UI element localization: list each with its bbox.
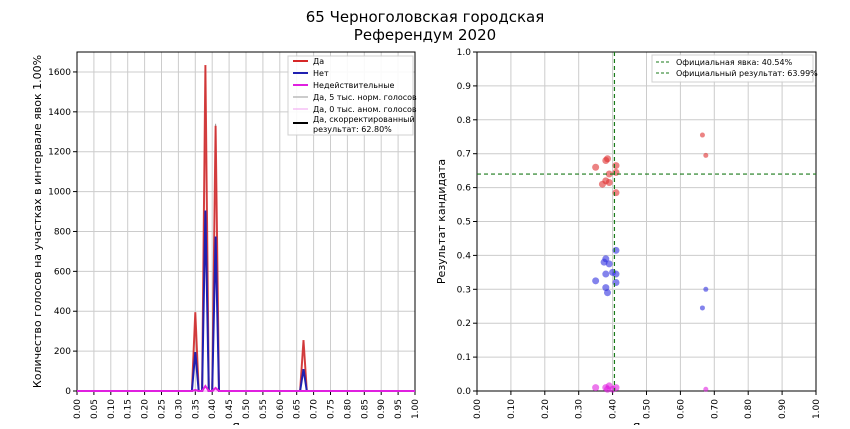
y-tick-label: 0 — [65, 387, 71, 397]
x-tick-label: 0.60 — [676, 399, 686, 419]
x-tick-label: 0.15 — [124, 399, 134, 419]
scatter-point — [602, 270, 610, 278]
x-tick-label: 0.55 — [259, 399, 269, 419]
scatter-point — [612, 279, 620, 287]
y-tick-label: 0.9 — [457, 82, 472, 92]
scatter-point — [703, 386, 709, 392]
scatter-point — [612, 246, 620, 254]
x-tick-label: 0.70 — [310, 399, 320, 419]
y-tick-label: 1.0 — [457, 48, 472, 58]
x-tick-label: 0.50 — [643, 399, 653, 419]
legend-label-line: результат: 62.80% — [313, 125, 392, 134]
y-tick-label: 0.5 — [457, 218, 471, 228]
x-tick-label: 0.10 — [107, 399, 117, 419]
scatter-point — [699, 305, 705, 311]
histogram-panel: 0.00 0.05 0.10 0.15 0.20 0.25 0.30 0.35 0.40 0.45… — [31, 51, 421, 429]
y-tick-label: 400 — [54, 307, 71, 317]
scatter-point — [612, 168, 620, 176]
y-tick-label: 1400 — [48, 108, 71, 118]
x-tick-label: 0.80 — [343, 399, 353, 419]
x-tick-label: 0.45 — [225, 399, 235, 419]
scatter-point — [703, 286, 709, 292]
scatter-point — [605, 170, 613, 178]
x-tick-label: 1.00 — [411, 399, 421, 419]
plot-frame — [476, 51, 817, 392]
y-tick-label: 0.2 — [457, 319, 471, 329]
legend-box — [651, 54, 814, 83]
x-tick-label: 0.70 — [710, 399, 720, 419]
y-tick-label: 0.0 — [457, 387, 472, 397]
y-tick-label: 800 — [54, 227, 71, 237]
x-tick-label: 0.20 — [541, 399, 551, 419]
x-tick-label: 1.00 — [812, 399, 822, 419]
x-tick-label: 0.80 — [744, 399, 754, 419]
x-tick-label: 0.50 — [242, 399, 252, 419]
scatter-point — [604, 155, 612, 163]
x-tick-label: 0.05 — [90, 399, 100, 419]
y-tick-label: 0.6 — [457, 184, 472, 194]
legend-label: Да, 0 тыс. аном. голосов — [313, 105, 417, 114]
legend: Официальная явка: 40.54% Официальный резу… — [651, 54, 818, 83]
scatter-point — [605, 260, 613, 268]
y-tick-label: 0.8 — [457, 116, 472, 126]
scatter-point — [604, 385, 612, 393]
x-tick-label: 0.65 — [293, 399, 303, 419]
scatter-point — [612, 384, 620, 392]
legend-label: Недействительные — [313, 81, 395, 90]
x-axis-label: Явка — [232, 421, 260, 425]
x-tick-label: 0.75 — [327, 399, 337, 419]
legend: Да Нет Недействительные Да, 5 тыс. норм. го… — [287, 55, 417, 136]
y-axis-label: Результат кандидата — [435, 159, 448, 284]
y-tick-label: 1600 — [48, 68, 71, 78]
x-tick-label: 0.40 — [208, 399, 218, 419]
y-tick-label: 1200 — [48, 148, 71, 158]
scatter-point — [592, 384, 600, 392]
y-tick-label: 0.3 — [457, 285, 471, 295]
x-tick-label: 0.10 — [507, 399, 517, 419]
x-tick-label: 0.60 — [276, 399, 286, 419]
chart-title: 65 Черноголовская городская — [306, 8, 544, 26]
scatter-point — [612, 189, 620, 197]
scatter-point — [592, 277, 600, 285]
legend-label: Да, 5 тыс. норм. голосов — [313, 93, 417, 102]
scatter-point — [604, 289, 612, 297]
x-tick-label: 0.95 — [394, 399, 404, 419]
x-tick-label: 0.30 — [174, 399, 184, 419]
legend-label-line: Да, скорректированный — [313, 115, 415, 124]
x-tick-label: 0.85 — [360, 399, 370, 419]
y-tick-label: 0.1 — [457, 353, 471, 363]
scatter-point — [703, 152, 709, 158]
chart-subtitle: Референдум 2020 — [354, 26, 496, 44]
scatter-point — [612, 162, 620, 170]
x-axis-label: Явка — [633, 421, 661, 425]
x-tick-label: 0.40 — [609, 399, 619, 419]
legend-box — [287, 55, 414, 136]
x-tick-label: 0.30 — [575, 399, 585, 419]
legend-label: Нет — [313, 69, 329, 78]
legend-label: Официальный результат: 63.99% — [676, 69, 818, 78]
x-tick-label: 0.00 — [473, 399, 483, 419]
y-tick-label: 1000 — [48, 188, 71, 198]
x-tick-label: 0.35 — [191, 399, 201, 419]
y-tick-label: 600 — [54, 267, 71, 277]
legend-label: Да — [313, 57, 324, 66]
x-tick-label: 0.00 — [73, 399, 83, 419]
x-tick-label: 0.90 — [377, 399, 387, 419]
scatter-point — [612, 270, 620, 278]
series-line — [77, 384, 415, 392]
scatter-point — [699, 132, 705, 138]
y-tick-label: 0.7 — [457, 150, 471, 160]
scatter-point — [605, 179, 613, 187]
y-tick-label: 0.4 — [457, 251, 472, 261]
y-axis-label: Количество голосов на участках в интерва… — [31, 55, 44, 388]
legend-label: Да, скорректированный результат: 62.80% — [313, 115, 415, 134]
x-tick-label: 0.90 — [778, 399, 788, 419]
x-tick-label: 0.25 — [158, 399, 168, 419]
scatter-panel: 0.00 0.10 0.20 0.30 0.40 0.50 0.60 0.70 0.80 0.90… — [435, 48, 822, 429]
legend-label: Официальная явка: 40.54% — [676, 58, 793, 67]
y-tick-label: 200 — [54, 347, 71, 357]
x-tick-label: 0.20 — [141, 399, 151, 419]
scatter-point — [592, 163, 600, 171]
